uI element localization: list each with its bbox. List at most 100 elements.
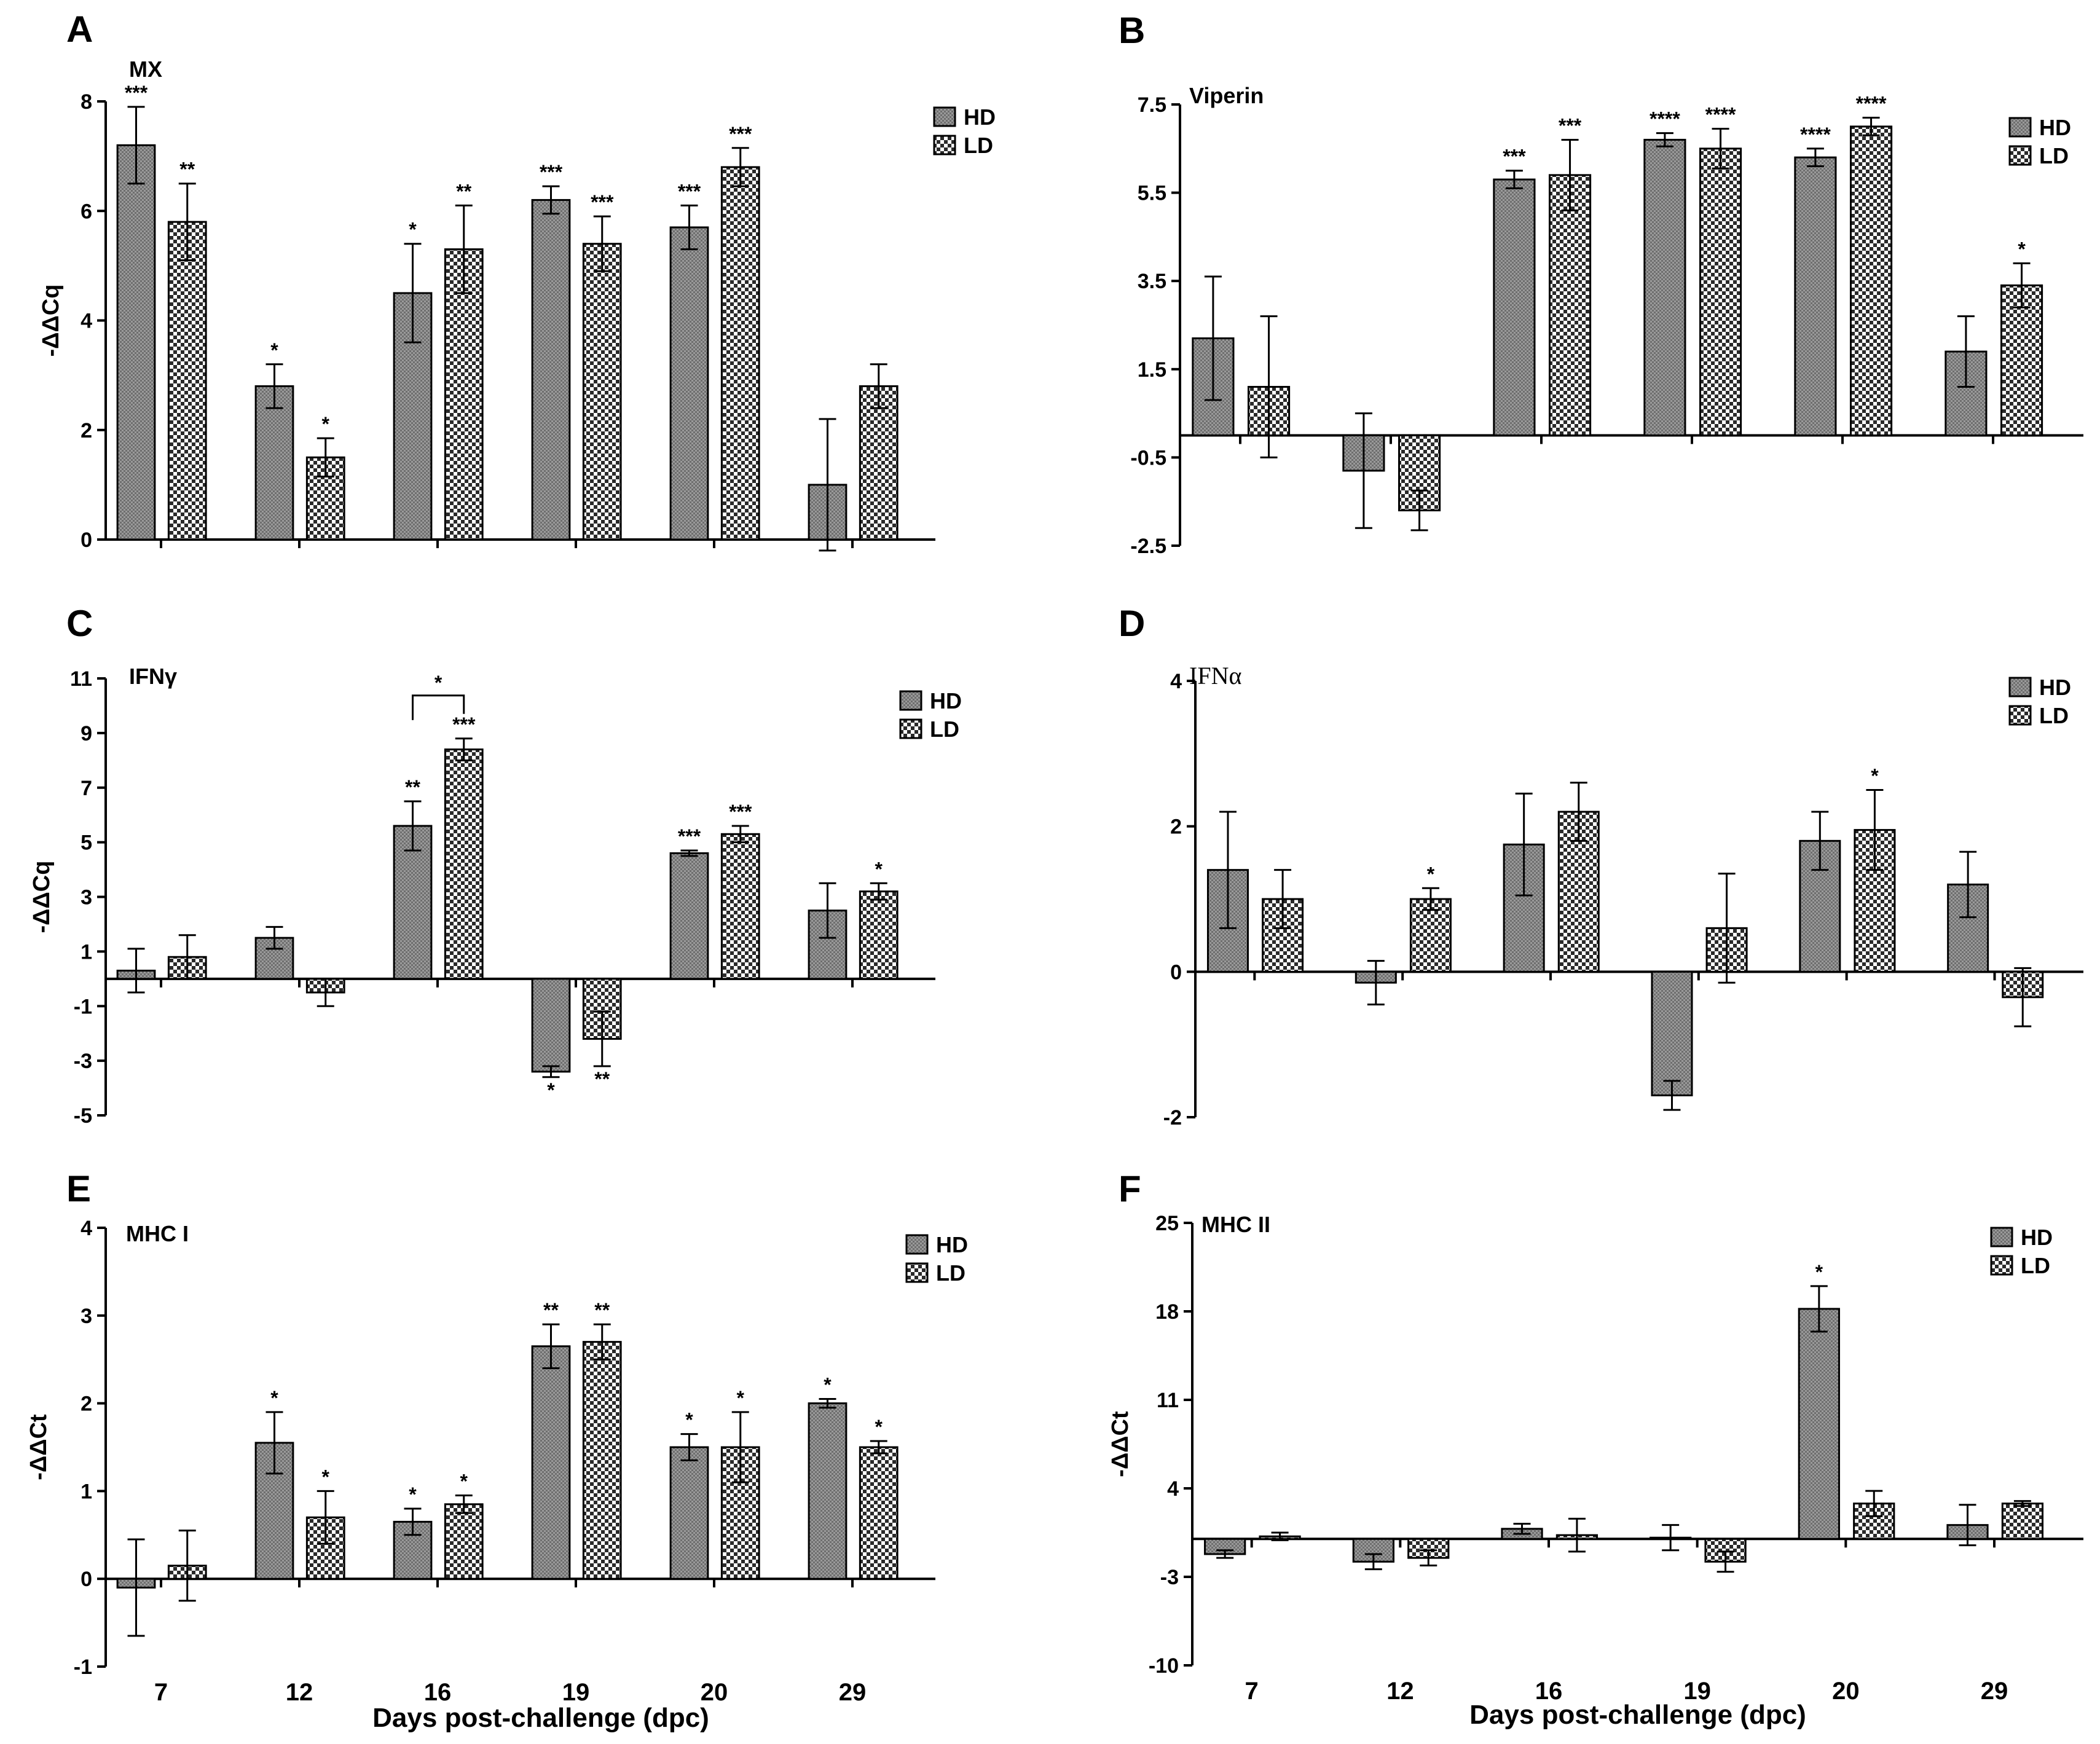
bar-ld-29	[2001, 1502, 2044, 1540]
legend-label-ld: LD	[2039, 703, 2069, 728]
bar-ld-16	[444, 748, 484, 980]
legend-swatch-hd	[2008, 677, 2032, 697]
bar-ld-16	[444, 248, 484, 541]
bar-ld-19	[582, 243, 622, 541]
y-tick-label: 0	[81, 528, 92, 552]
bar-hd-20	[1798, 1308, 1840, 1540]
legend-swatch-hd	[899, 690, 922, 711]
legend-label-ld: LD	[2039, 143, 2069, 168]
y-tick-label: 6	[81, 200, 92, 223]
x-tick-label: 12	[1386, 1678, 1414, 1705]
bar-ld-29	[2000, 284, 2043, 436]
y-tick-label: -1	[74, 1656, 92, 1679]
x-tick-label: 16	[424, 1679, 452, 1706]
legend-label-ld: LD	[2021, 1253, 2050, 1278]
bracket-significance: *	[435, 672, 442, 694]
legend-label-hd: HD	[936, 1232, 968, 1257]
y-tick-label: 7.5	[1138, 93, 1166, 117]
significance-label: *	[1815, 1261, 1823, 1283]
significance-label: ***	[1503, 146, 1526, 168]
legend-swatch-ld	[899, 718, 922, 739]
legend-label-hd: HD	[2021, 1225, 2053, 1250]
y-axis-label: -ΔΔCt	[26, 1414, 52, 1480]
bar-hd-19	[531, 1345, 571, 1580]
gene-title: MHC II	[1201, 1212, 1270, 1237]
legend-swatch-ld	[2008, 145, 2032, 166]
x-tick-label: 29	[839, 1679, 867, 1706]
legend-swatch-ld	[933, 135, 956, 155]
y-tick-label: 2	[1170, 815, 1182, 839]
bar-ld-19	[582, 1341, 622, 1580]
y-tick-label: 2	[81, 1392, 92, 1416]
panel-letter: C	[66, 603, 93, 644]
panel-d: D IFNα -2 0 2 4 * * HD LD	[1119, 603, 2083, 1129]
y-tick-label: -1	[74, 995, 92, 1018]
y-tick-label: -3	[74, 1050, 92, 1073]
bar-ld-20	[1854, 829, 1896, 973]
gene-title: MX	[129, 57, 162, 82]
comparison-bracket	[412, 694, 465, 720]
x-tick-label: 20	[701, 1679, 728, 1706]
y-tick-label: 1	[81, 1480, 92, 1503]
significance-label: ***	[540, 161, 563, 183]
significance-label: **	[594, 1068, 610, 1090]
significance-label: **	[405, 776, 420, 798]
y-tick-label: 4	[81, 310, 92, 333]
y-axis-label: -ΔΔCq	[29, 861, 55, 933]
legend-label-ld: LD	[930, 717, 959, 742]
y-tick-label: 3	[81, 886, 92, 909]
legend-swatch-ld	[1990, 1255, 2013, 1276]
y-tick-label: 8	[81, 90, 92, 114]
y-tick-label: 11	[70, 667, 92, 691]
y-axis-label: -ΔΔCq	[38, 285, 64, 357]
significance-label: *	[322, 413, 330, 435]
x-tick-label: 7	[1245, 1678, 1259, 1705]
y-tick-label: 3	[81, 1305, 92, 1328]
x-tick-label: 20	[1832, 1678, 1860, 1705]
legend-label-hd: HD	[930, 688, 962, 713]
y-tick-label: -0.5	[1130, 446, 1166, 469]
bar-ld-7	[167, 221, 207, 541]
significance-label: *	[685, 1409, 693, 1431]
significance-label: **	[594, 1299, 610, 1321]
significance-label: *	[1427, 863, 1435, 885]
bar-ld-20	[1849, 125, 1893, 436]
y-tick-label: 25	[1155, 1212, 1179, 1235]
y-tick-label: -2.5	[1130, 535, 1166, 558]
bar-ld-29	[859, 890, 899, 980]
y-tick-label: 9	[81, 722, 92, 745]
y-tick-label: -5	[74, 1104, 92, 1128]
y-tick-label: 2	[81, 419, 92, 442]
legend-swatch-hd	[933, 106, 956, 127]
bar-ld-29	[859, 1446, 899, 1580]
x-tick-label: 12	[286, 1679, 313, 1706]
gene-title: IFNγ	[129, 664, 177, 689]
x-axis-label-right: Days post-challenge (dpc)	[1469, 1700, 1806, 1730]
legend-swatch-ld	[905, 1262, 929, 1283]
significance-label: **	[543, 1299, 559, 1321]
significance-label: *	[270, 1387, 278, 1409]
significance-label: ***	[729, 123, 752, 145]
legend-label-ld: LD	[936, 1260, 965, 1286]
significance-label: ***	[729, 801, 752, 823]
significance-label: *	[322, 1466, 330, 1488]
bar-hd-12	[254, 385, 294, 541]
y-tick-label: 1	[81, 940, 92, 964]
panel-letter: B	[1119, 10, 1145, 51]
significance-label: *	[547, 1079, 555, 1101]
significance-label: ***	[125, 82, 148, 104]
significance-label: ****	[1650, 108, 1680, 130]
y-tick-label: 5	[81, 831, 92, 855]
y-tick-label: -3	[1160, 1566, 1179, 1589]
significance-label: ****	[1800, 124, 1831, 146]
legend-label-ld: LD	[964, 133, 993, 158]
gene-title: IFNα	[1189, 662, 1241, 689]
significance-label: **	[179, 159, 195, 181]
legend-swatch-hd	[1990, 1227, 2013, 1247]
bar-hd-19	[531, 198, 571, 541]
bar-hd-20	[669, 852, 709, 980]
